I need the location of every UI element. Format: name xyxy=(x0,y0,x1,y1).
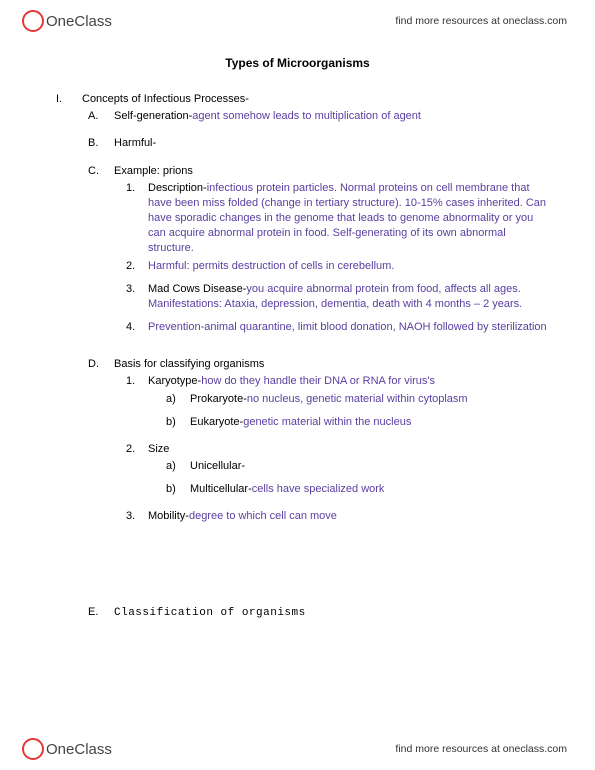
item-d2a-content: Unicellular- xyxy=(190,459,547,474)
item-d: D. Basis for classifying organisms xyxy=(88,357,547,372)
item-d2b-content: Multicellular-cells have specialized wor… xyxy=(190,482,547,497)
logo-ring-icon-footer xyxy=(22,738,44,760)
marker-a: A. xyxy=(88,109,114,124)
section-i-text: Concepts of Infectious Processes- xyxy=(82,92,547,107)
brand-class: Class xyxy=(74,13,112,30)
item-c2-content: Harmful: permits destruction of cells in… xyxy=(148,259,547,274)
brand-one-footer: One xyxy=(46,741,74,758)
item-d1-content: Karyotype-how do they handle their DNA o… xyxy=(148,374,547,389)
item-c3-content: Mad Cows Disease-you acquire abnormal pr… xyxy=(148,282,547,312)
item-d1: 1. Karyotype-how do they handle their DN… xyxy=(126,374,547,389)
item-d2b: b) Multicellular-cells have specialized … xyxy=(166,482,547,497)
item-d2a: a) Unicellular- xyxy=(166,459,547,474)
marker-c1: 1. xyxy=(126,181,148,257)
marker-b: B. xyxy=(88,136,114,151)
item-c4-content: Prevention-animal quarantine, limit bloo… xyxy=(148,320,547,335)
brand-class-footer: Class xyxy=(74,741,112,758)
marker-c3: 3. xyxy=(126,282,148,312)
marker-d1: 1. xyxy=(126,374,148,389)
brand-text: OneClass xyxy=(46,13,112,30)
item-d-content: Basis for classifying organisms xyxy=(114,357,547,372)
item-b-content: Harmful- xyxy=(114,136,547,151)
item-c1-content: Description-infectious protein particles… xyxy=(148,181,547,257)
header-link[interactable]: find more resources at oneclass.com xyxy=(395,15,567,27)
item-c1: 1. Description-infectious protein partic… xyxy=(126,181,547,257)
item-d1a: a) Prokaryote-no nucleus, genetic materi… xyxy=(166,392,547,407)
brand-logo-footer: OneClass xyxy=(22,738,112,760)
brand-text-footer: OneClass xyxy=(46,741,112,758)
item-d3: 3. Mobility-degree to which cell can mov… xyxy=(126,509,547,524)
item-d3-content: Mobility-degree to which cell can move xyxy=(148,509,547,524)
marker-c4: 4. xyxy=(126,320,148,335)
marker-d2b: b) xyxy=(166,482,190,497)
marker-d1b: b) xyxy=(166,415,190,430)
item-d2-content: Size xyxy=(148,442,547,457)
marker-d1a: a) xyxy=(166,392,190,407)
footer-link[interactable]: find more resources at oneclass.com xyxy=(395,743,567,755)
marker-d: D. xyxy=(88,357,114,372)
brand-logo: OneClass xyxy=(22,10,112,32)
marker-i: I. xyxy=(56,92,82,107)
item-d2: 2. Size xyxy=(126,442,547,457)
page-footer: OneClass find more resources at oneclass… xyxy=(0,734,595,764)
marker-d2a: a) xyxy=(166,459,190,474)
item-c: C. Example: prions xyxy=(88,164,547,179)
item-e-content: Classification of organisms xyxy=(114,605,547,621)
item-c3: 3. Mad Cows Disease-you acquire abnormal… xyxy=(126,282,547,312)
outline: I. Concepts of Infectious Processes- A. … xyxy=(48,92,547,621)
marker-d3: 3. xyxy=(126,509,148,524)
marker-c: C. xyxy=(88,164,114,179)
item-d1a-content: Prokaryote-no nucleus, genetic material … xyxy=(190,392,547,407)
page-title: Types of Microorganisms xyxy=(48,56,547,70)
item-c-content: Example: prions xyxy=(114,164,547,179)
marker-d2: 2. xyxy=(126,442,148,457)
page-header: OneClass find more resources at oneclass… xyxy=(0,0,595,38)
item-b: B. Harmful- xyxy=(88,136,547,151)
item-a: A. Self-generation-agent somehow leads t… xyxy=(88,109,547,124)
marker-c2: 2. xyxy=(126,259,148,274)
section-i: I. Concepts of Infectious Processes- xyxy=(56,92,547,107)
page-body: Types of Microorganisms I. Concepts of I… xyxy=(0,38,595,621)
item-c2: 2. Harmful: permits destruction of cells… xyxy=(126,259,547,274)
item-d1b-content: Eukaryote-genetic material within the nu… xyxy=(190,415,547,430)
logo-ring-icon xyxy=(22,10,44,32)
item-e: E. Classification of organisms xyxy=(88,605,547,621)
brand-one: One xyxy=(46,13,74,30)
marker-e: E. xyxy=(88,605,114,621)
item-d1b: b) Eukaryote-genetic material within the… xyxy=(166,415,547,430)
item-a-content: Self-generation-agent somehow leads to m… xyxy=(114,109,547,124)
item-c4: 4. Prevention-animal quarantine, limit b… xyxy=(126,320,547,335)
